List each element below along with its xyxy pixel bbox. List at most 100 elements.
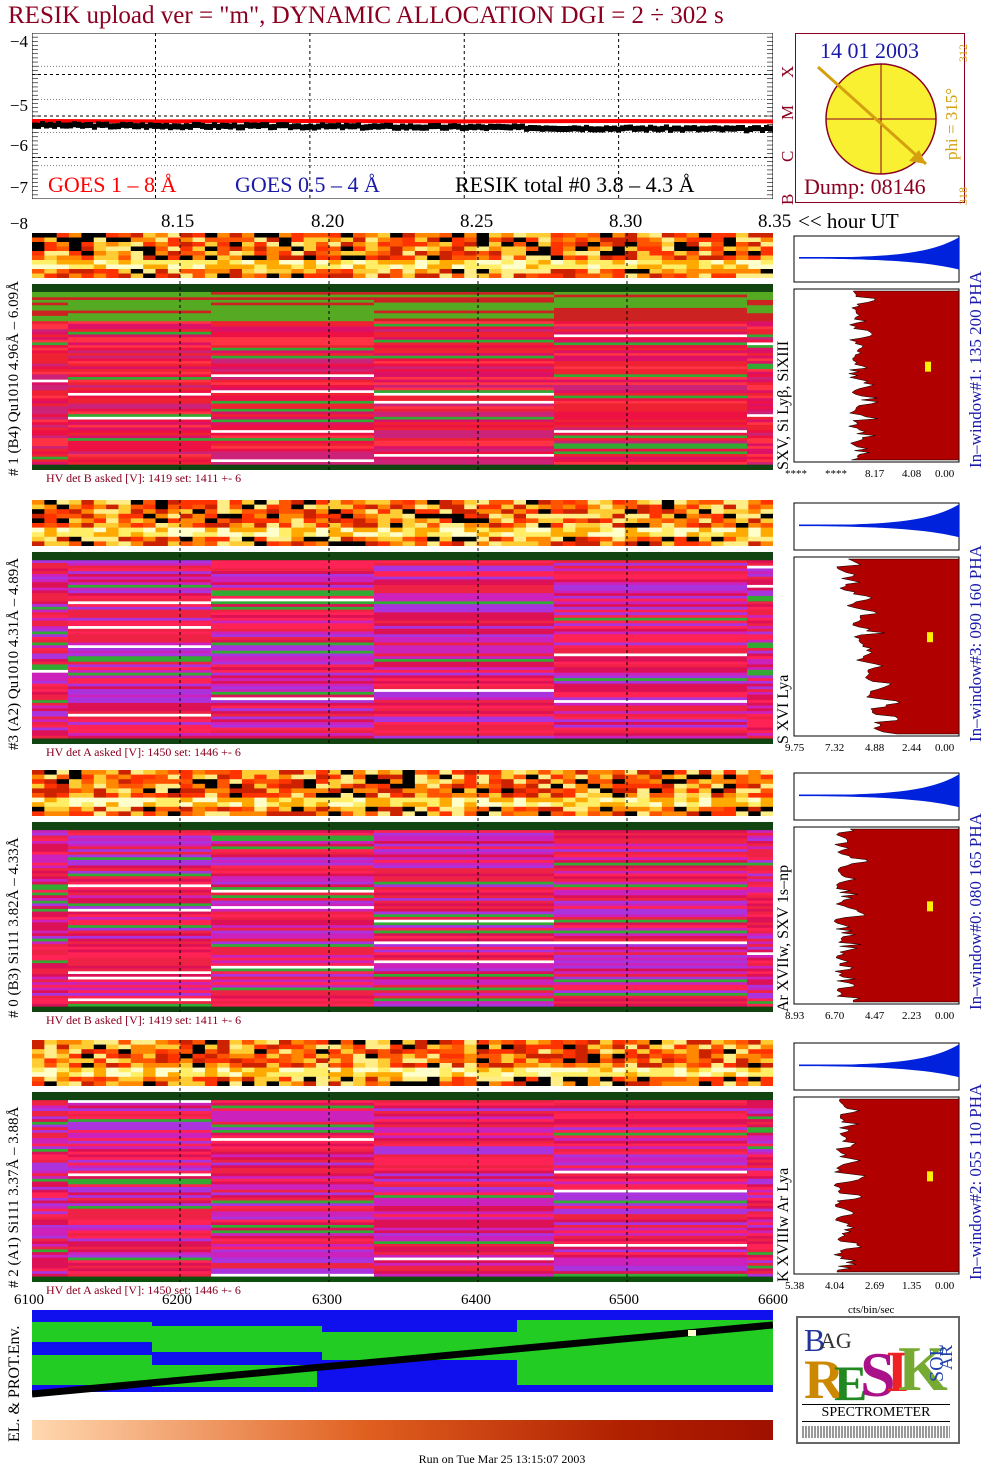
resik-total-point <box>704 125 709 132</box>
resik-total-point <box>584 124 589 131</box>
resik-total-point <box>220 122 225 129</box>
goes-1-8-point <box>701 119 704 124</box>
goes-1-8-point <box>473 119 476 124</box>
resik-total-point <box>208 123 213 130</box>
resik-total-point <box>368 123 373 130</box>
spectrum-tick: 5.38 <box>785 1280 805 1292</box>
goes-1-8-point <box>665 119 668 124</box>
goes-1-8-point <box>539 119 542 124</box>
spectrum-tick: 9.75 <box>785 742 805 754</box>
goes-1-8-point <box>527 119 530 124</box>
goes-1-8-point <box>242 119 245 124</box>
goes-1-8-point <box>371 119 374 124</box>
goes-1-8-point <box>533 119 536 124</box>
goes-1-8-point <box>692 119 695 124</box>
goes-1-8-point <box>275 119 278 124</box>
spectrum-tick: 8.93 <box>785 1010 805 1022</box>
resik-total-point <box>380 123 385 130</box>
goes-1-8-point <box>224 119 227 124</box>
resik-total-point <box>136 123 141 130</box>
goes-1-8-point <box>551 119 554 124</box>
goes-1-8-point <box>32 118 35 123</box>
resik-total-point <box>680 126 685 133</box>
goes-1-8-point <box>770 119 773 124</box>
resik-total-point <box>764 125 769 132</box>
logo-r: R <box>804 1349 845 1411</box>
goes-1-8-point <box>395 119 398 124</box>
goes-1-8-point <box>89 119 92 124</box>
resik-total-point <box>240 124 245 131</box>
goes-1-8-point <box>116 119 119 124</box>
goes-1-8-point <box>161 119 164 124</box>
goes-1-8-point <box>326 119 329 124</box>
goes-1-8-point <box>407 119 410 124</box>
resik-total-point <box>364 124 369 131</box>
resik-total-point <box>724 125 729 132</box>
logo-ag: AG <box>820 1328 852 1353</box>
resik-total-point <box>564 126 569 133</box>
goes-1-8-point <box>71 119 74 124</box>
goes-1-8-point <box>314 118 317 123</box>
spectrum-tick: 0.00 <box>935 468 955 480</box>
resik-total-point <box>384 122 389 129</box>
resik-total-point <box>488 123 493 130</box>
resik-total-point <box>608 125 613 132</box>
goes-1-8-point <box>260 119 263 124</box>
spectrum-tick: 7.32 <box>825 742 845 754</box>
goes-1-8-point <box>113 119 116 124</box>
resik-total-point <box>756 125 761 132</box>
channel-label: # 0 (B3) Si111 3.82Å – 4.33Å <box>6 837 22 1018</box>
resik-total-point <box>280 122 285 129</box>
resik-total-point <box>660 125 665 132</box>
resik-total-point <box>188 123 193 130</box>
goes-1-8-point <box>368 119 371 124</box>
goes-1-8-point <box>728 119 731 124</box>
resik-total-point <box>708 125 713 132</box>
resik-total-point <box>148 122 153 129</box>
goes-1-8-point <box>464 119 467 124</box>
goes-1-8-point <box>659 119 662 124</box>
goes-1-8-point <box>536 119 539 124</box>
goes-1-8-point <box>53 119 56 124</box>
goes-1-8-point <box>578 119 581 124</box>
goes-1-8-point <box>188 119 191 124</box>
goes-1-8-point <box>284 119 287 124</box>
env-label: EL. & PROT.Env. <box>6 1325 23 1442</box>
goes-1-8-point <box>608 119 611 124</box>
goes-1-8-point <box>332 119 335 124</box>
resik-total-point <box>424 124 429 131</box>
spectrum-tick: 2.23 <box>902 1010 922 1022</box>
resik-total-point <box>508 124 513 131</box>
resik-total-point <box>272 123 277 130</box>
goes-1-8-point <box>746 119 749 124</box>
logo-s: S <box>860 1339 896 1410</box>
goes-1-8-point <box>629 119 632 124</box>
spectrum-tick: 6.70 <box>825 1010 845 1022</box>
goes-1-8-point <box>491 119 494 124</box>
resik-total-point <box>448 123 453 130</box>
window-pha-label: In–window#2: 055 110 PHA <box>966 1083 985 1280</box>
resik-total-point <box>572 125 577 132</box>
goes-1-8-point <box>128 119 131 124</box>
goes-1-8-point <box>218 119 221 124</box>
goes-1-8-point <box>422 119 425 124</box>
goes-1-8-point <box>611 119 614 124</box>
goes-1-8-point <box>173 119 176 124</box>
resik-total-point <box>404 124 409 131</box>
goes-1-8-point <box>569 119 572 124</box>
goes-1-8-point <box>506 119 509 124</box>
bin-tick: 6200 <box>162 1292 192 1308</box>
resik-logo: B AG R E S I K SOL AR SPECTROMETER <box>796 1316 960 1444</box>
time-axis: 8.15 8.20 8.25 8.30 8.35 << hour UT <box>0 208 1004 234</box>
goes-1-8-point <box>521 119 524 124</box>
goes-1-8-point <box>650 119 653 124</box>
resik-total-point <box>720 126 725 133</box>
goes-1-8-point <box>221 119 224 124</box>
resik-total-point <box>300 124 305 131</box>
spectrum-tick: 4.47 <box>865 1010 885 1022</box>
goes-1-8-point <box>347 119 350 124</box>
resik-total-point <box>336 122 341 129</box>
resik-total-point <box>312 124 317 131</box>
goes-1-8-point <box>254 119 257 124</box>
goes-1-8-point <box>602 119 605 124</box>
